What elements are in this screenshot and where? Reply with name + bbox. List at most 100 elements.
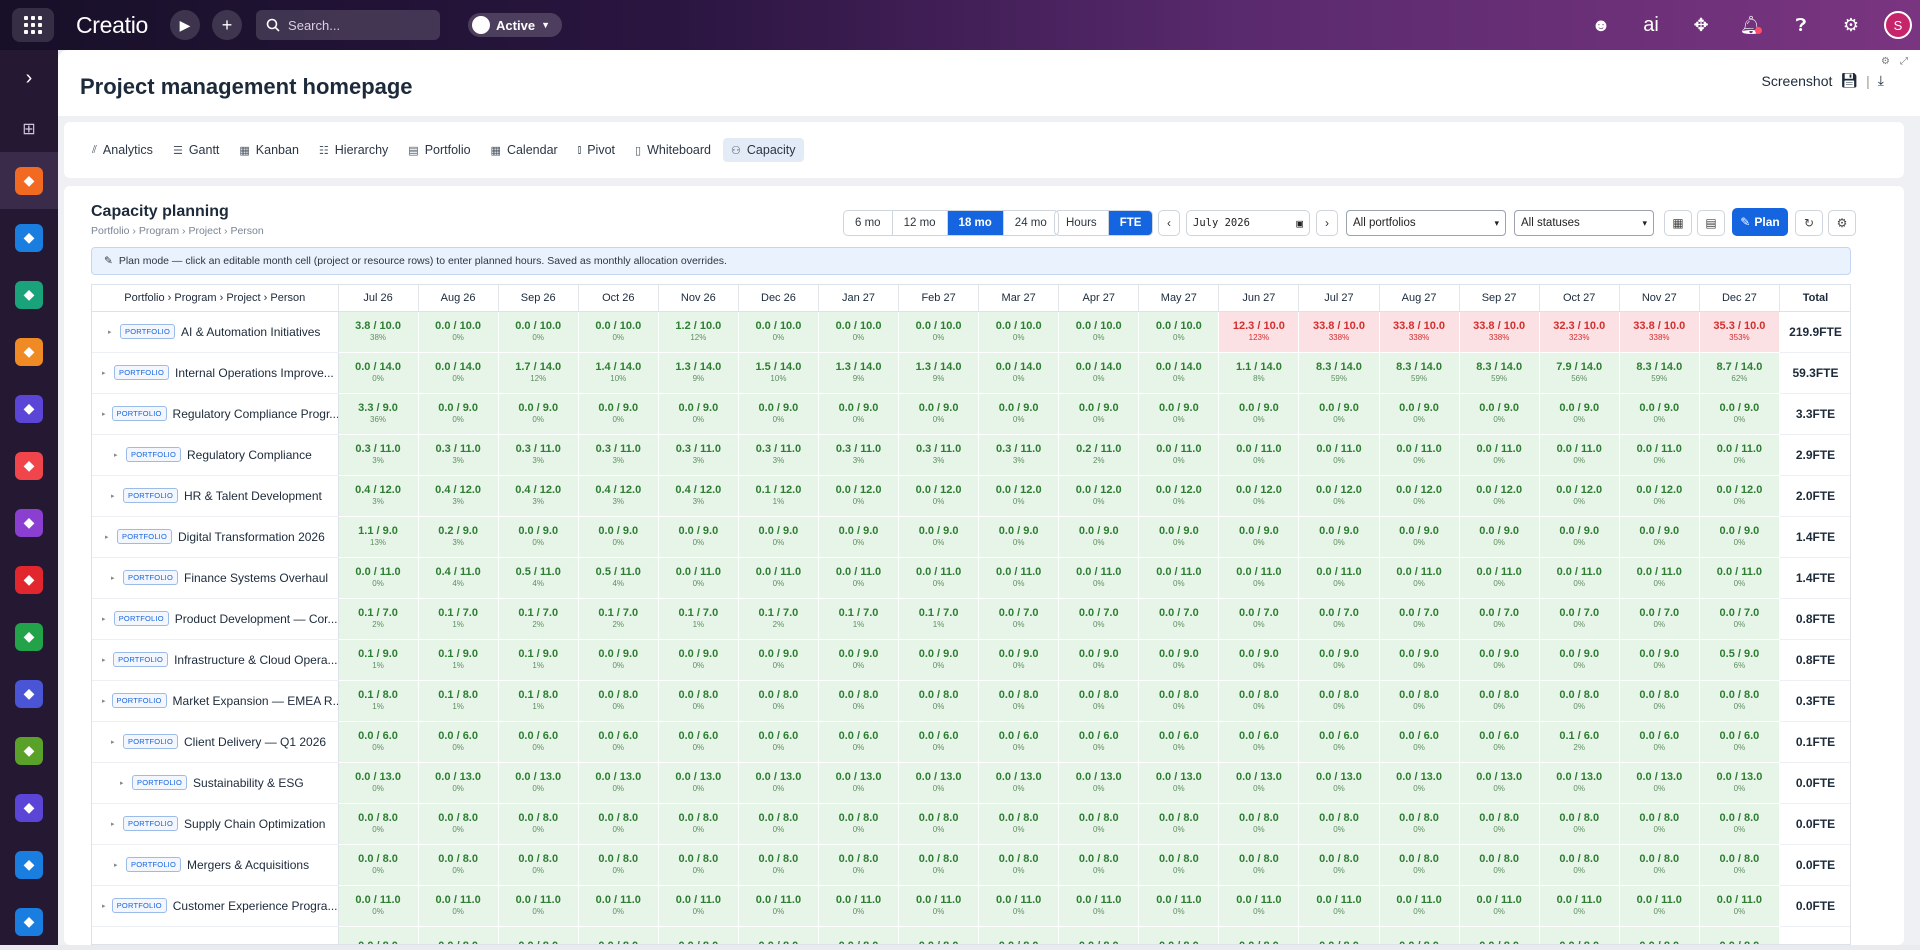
allocation-cell[interactable]: 0.0 / 6.0 0% [1459,721,1540,763]
allocation-cell[interactable]: 0.0 / 13.0 0% [1619,762,1700,804]
expand-caret-icon[interactable]: ▸ [111,492,115,500]
allocation-cell[interactable]: 0.0 / 11.0 0% [1379,557,1460,599]
range-option[interactable]: 18 mo [947,211,1004,235]
range-option[interactable]: 6 mo [844,211,893,235]
expand-caret-icon[interactable]: ▸ [102,369,106,377]
allocation-cell[interactable]: 0.4 / 12.0 3% [578,475,659,517]
allocation-cell[interactable]: 0.0 / 10.0 0% [1138,311,1220,353]
allocation-cell[interactable]: 0.0 / 9.0 0% [738,516,819,558]
allocation-cell[interactable]: 0.0 / 9.0 0% [738,639,819,681]
notifications-button[interactable]: 🔔︎ [1726,15,1776,36]
allocation-cell[interactable]: 0.0 / 9.0 0% [1459,639,1540,681]
allocation-cell[interactable]: 0.0 / 13.0 0% [1058,762,1140,804]
allocation-cell[interactable]: 0.0 / 8.0 [1459,926,1540,944]
allocation-cell[interactable]: 0.1 / 7.0 1% [898,598,980,640]
allocation-cell[interactable]: 0.0 / 10.0 0% [1058,311,1140,353]
allocation-cell[interactable]: 0.0 / 11.0 0% [978,885,1060,927]
allocation-cell[interactable]: 0.1 / 9.0 1% [498,639,579,681]
expand-caret-icon[interactable]: ▸ [120,779,124,787]
allocation-cell[interactable]: 8.3 / 14.0 59% [1619,352,1700,394]
allocation-cell[interactable]: 0.0 / 11.0 0% [1218,434,1300,476]
row-name-cell[interactable]: ▸ PORTFOLIO Product Development — Cor... [92,598,339,640]
allocation-cell[interactable]: 1.7 / 14.0 12% [498,352,579,394]
download-icon[interactable]: ⤓ [1877,72,1884,88]
allocation-cell[interactable]: 0.0 / 13.0 0% [1298,762,1380,804]
sidebar-item-report[interactable]: ◆ [0,779,58,836]
allocation-cell[interactable]: 0.0 / 13.0 0% [498,762,579,804]
allocation-cell[interactable]: 0.0 / 12.0 0% [818,475,900,517]
expand-icon[interactable]: ⤢ [1900,56,1908,67]
allocation-cell[interactable]: 0.0 / 8.0 0% [898,803,980,845]
allocation-cell[interactable]: 0.0 / 11.0 0% [1138,434,1220,476]
tab-pivot[interactable]: ⫾ Pivot [570,138,623,162]
sidebar-item-megaphone[interactable]: ◆ [0,266,58,323]
allocation-cell[interactable]: 0.0 / 13.0 0% [1379,762,1460,804]
allocation-cell[interactable]: 0.0 / 13.0 0% [1218,762,1300,804]
allocation-cell[interactable]: 0.0 / 8.0 0% [1218,680,1300,722]
allocation-cell[interactable]: 0.0 / 8.0 [1298,926,1380,944]
allocation-cell[interactable]: 0.3 / 11.0 3% [898,434,980,476]
allocation-cell[interactable]: 0.0 / 10.0 0% [418,311,499,353]
allocation-cell[interactable]: 0.2 / 9.0 3% [418,516,499,558]
allocation-cell[interactable]: 0.0 / 9.0 0% [1138,639,1220,681]
allocation-cell[interactable]: 0.0 / 11.0 0% [1058,557,1140,599]
allocation-cell[interactable]: 0.0 / 8.0 [1539,926,1620,944]
allocation-cell[interactable]: 1.3 / 14.0 9% [898,352,980,394]
allocation-cell[interactable]: 0.0 / 12.0 0% [1539,475,1620,517]
expand-caret-icon[interactable]: ▸ [102,697,106,705]
allocation-cell[interactable]: 0.0 / 9.0 0% [898,393,980,435]
app-launcher-button[interactable] [12,8,54,42]
sidebar-item-cog-wheel[interactable]: ◆ [0,209,58,266]
status-dropdown[interactable]: Active ▼ [468,13,562,37]
row-name-cell[interactable]: ▸ PORTFOLIO Finance Systems Overhaul [92,557,339,599]
allocation-cell[interactable]: 0.3 / 11.0 3% [418,434,499,476]
allocation-cell[interactable]: 0.0 / 9.0 0% [1138,516,1220,558]
gear-small-icon[interactable]: ⚙ [1881,56,1890,67]
allocation-cell[interactable]: 0.0 / 9.0 0% [1379,516,1460,558]
row-name-cell[interactable]: ▸ PORTFOLIO Digital Transformation 2026 [92,516,339,558]
allocation-cell[interactable]: 0.0 / 11.0 0% [1218,885,1300,927]
allocation-cell[interactable]: 0.0 / 8.0 0% [498,803,579,845]
next-month-button[interactable]: › [1316,210,1338,236]
allocation-cell[interactable]: 12.3 / 10.0 123% [1218,311,1300,353]
allocation-cell[interactable]: 0.0 / 12.0 0% [1619,475,1700,517]
grid-view-button[interactable]: ▦ [1664,210,1692,236]
range-option[interactable]: 12 mo [893,211,948,235]
allocation-cell[interactable]: 0.0 / 7.0 0% [1058,598,1140,640]
allocation-cell[interactable]: 0.0 / 9.0 0% [818,393,900,435]
allocation-cell[interactable]: 0.0 / 12.0 0% [1218,475,1300,517]
compact-view-button[interactable]: ▤ [1697,210,1725,236]
allocation-cell[interactable]: 0.0 / 8.0 0% [1298,680,1380,722]
allocation-cell[interactable]: 0.0 / 11.0 0% [1298,557,1380,599]
tab-hierarchy[interactable]: ☷ Hierarchy [311,138,396,162]
allocation-cell[interactable]: 0.0 / 8.0 [658,926,739,944]
sidebar-item-gift[interactable]: ◆ [0,494,58,551]
allocation-cell[interactable]: 33.8 / 10.0 338% [1298,311,1380,353]
allocation-cell[interactable]: 0.0 / 8.0 0% [818,844,900,886]
allocation-cell[interactable]: 0.0 / 9.0 0% [1459,393,1540,435]
settings-button[interactable]: ⚙ [1826,15,1876,36]
allocation-cell[interactable]: 3.3 / 9.0 36% [338,393,419,435]
allocation-cell[interactable]: 0.0 / 11.0 0% [1699,557,1781,599]
allocation-cell[interactable]: 0.0 / 8.0 0% [1459,680,1540,722]
allocation-cell[interactable]: 0.0 / 11.0 0% [1539,434,1620,476]
allocation-cell[interactable]: 0.0 / 9.0 0% [498,516,579,558]
allocation-cell[interactable]: 0.0 / 13.0 0% [578,762,659,804]
search-input[interactable]: Search... [256,10,441,40]
tab-whiteboard[interactable]: ▯ Whiteboard [627,138,719,162]
allocation-cell[interactable]: 0.0 / 9.0 0% [578,516,659,558]
prev-month-button[interactable]: ‹ [1158,210,1180,236]
row-name-cell[interactable]: ▸ PORTFOLIO Supply Chain Optimization [92,803,339,845]
allocation-cell[interactable]: 0.0 / 8.0 0% [898,844,980,886]
allocation-cell[interactable]: 0.0 / 9.0 0% [1138,393,1220,435]
allocation-cell[interactable]: 0.0 / 11.0 0% [1459,557,1540,599]
allocation-cell[interactable]: 0.0 / 9.0 0% [658,516,739,558]
expand-caret-icon[interactable]: ▸ [105,533,109,541]
unit-option[interactable]: Hours [1055,211,1109,235]
row-name-cell[interactable]: ▸ PORTFOLIO Sustainability & ESG [92,762,339,804]
allocation-cell[interactable]: 0.0 / 8.0 [818,926,900,944]
allocation-cell[interactable]: 0.0 / 6.0 0% [738,721,819,763]
allocation-cell[interactable]: 0.0 / 8.0 0% [1459,844,1540,886]
user-avatar[interactable]: S [1884,11,1912,39]
allocation-cell[interactable]: 0.0 / 11.0 0% [898,557,980,599]
